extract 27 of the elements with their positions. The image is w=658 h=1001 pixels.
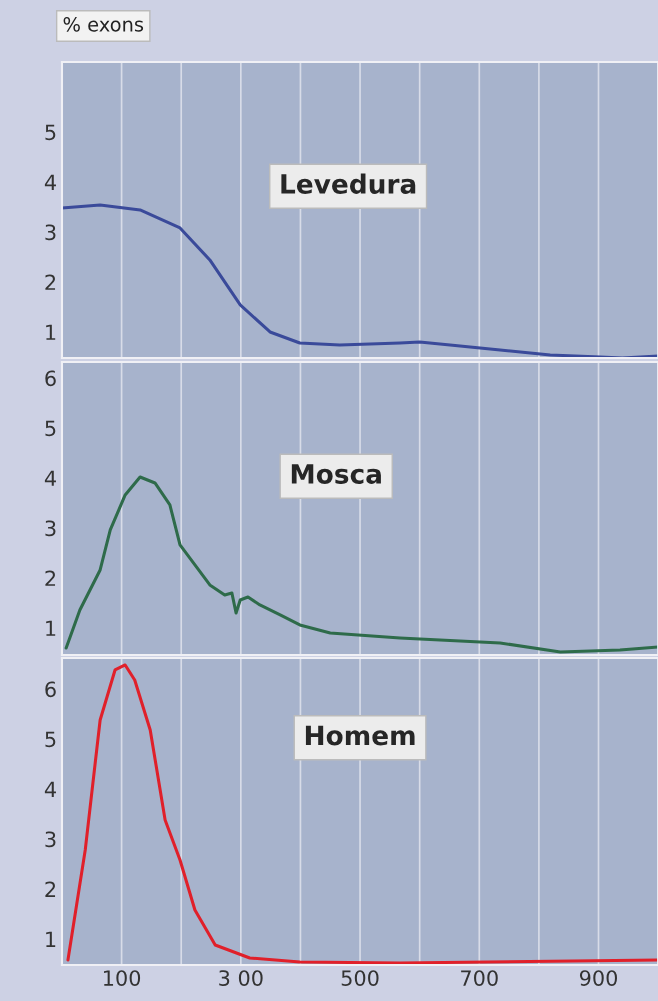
y-tick-label: 3 bbox=[45, 831, 56, 848]
x-tick-label: 900 bbox=[579, 970, 618, 986]
y-tick-label: 1 bbox=[46, 620, 56, 636]
y-tick-label: 6 bbox=[45, 370, 56, 387]
y-tick-label: 4 bbox=[44, 174, 56, 190]
y-tick-label: 6 bbox=[45, 681, 56, 698]
y-tick-label: 2 bbox=[45, 274, 56, 290]
y-axis-title: % exons bbox=[63, 16, 144, 32]
y-tick-label: 5 bbox=[45, 124, 56, 141]
y-tick-label: 2 bbox=[45, 570, 56, 586]
y-tick-label: 4 bbox=[44, 470, 56, 486]
y-tick-label: 3 bbox=[45, 520, 56, 537]
x-tick-label: 3 00 bbox=[219, 970, 263, 986]
text: Mosca bbox=[291, 464, 381, 484]
text: Levedura bbox=[281, 173, 416, 194]
line-series bbox=[66, 663, 658, 965]
y-tick-label: 5 bbox=[45, 731, 56, 748]
y-tick-label: 1 bbox=[46, 931, 56, 947]
x-tick-label: 100 bbox=[104, 970, 141, 986]
x-tick-label: 500 bbox=[341, 970, 379, 986]
x-tick-label: 700 bbox=[461, 970, 498, 986]
y-tick-label: 1 bbox=[46, 324, 56, 340]
y-tick-label: 4 bbox=[44, 781, 56, 797]
y-tick-label: 5 bbox=[45, 420, 56, 437]
y-tick-label: 2 bbox=[45, 881, 56, 897]
y-tick-label: 3 bbox=[45, 224, 56, 241]
text: Homem bbox=[305, 725, 415, 746]
